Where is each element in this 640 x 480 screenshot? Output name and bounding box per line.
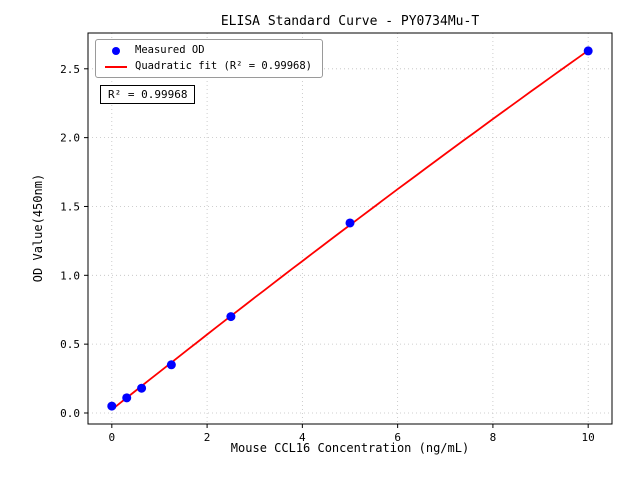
legend-item-measured-od: Measured OD — [104, 45, 312, 56]
data-point — [166, 360, 176, 370]
y-axis-label: OD Value(450nm) — [31, 173, 45, 283]
y-tick-label: 2.5 — [60, 63, 80, 76]
x-tick-label: 2 — [204, 431, 211, 444]
y-tick-label: 2.0 — [60, 132, 80, 145]
x-axis-label: Mouse CCL16 Concentration (ng/mL) — [230, 441, 470, 455]
data-point — [122, 393, 132, 403]
legend-marker-area — [104, 65, 128, 68]
y-tick-label: 1.5 — [60, 200, 80, 213]
legend-label-quadratic-fit: Quadratic fit (R² = 0.99968) — [135, 60, 313, 72]
x-tick-label: 0 — [109, 431, 116, 444]
x-tick-label: 10 — [582, 431, 595, 444]
x-tick-label: 4 — [299, 431, 306, 444]
data-point — [583, 46, 593, 56]
legend-marker-area — [104, 46, 128, 55]
data-point — [345, 218, 355, 228]
data-point — [107, 401, 117, 411]
plot-frame — [87, 32, 613, 425]
data-point — [226, 312, 236, 322]
line-marker-icon — [105, 65, 127, 68]
y-tick-label: 0.0 — [60, 407, 80, 420]
r-squared-annotation: R² = 0.99968 — [100, 85, 196, 104]
data-point — [137, 383, 147, 393]
y-tick-label: 1.0 — [60, 269, 80, 282]
legend-item-quadratic-fit: Quadratic fit (R² = 0.99968) — [104, 61, 312, 72]
chart-title: ELISA Standard Curve - PY0734Mu-T — [220, 14, 480, 29]
x-tick-label: 6 — [394, 431, 401, 444]
x-tick-label: 8 — [490, 431, 497, 444]
y-tick-label: 0.5 — [60, 338, 80, 351]
legend-label-measured-od: Measured OD — [135, 44, 205, 56]
quadratic-fit-line — [111, 49, 589, 411]
legend: Measured OD Quadratic fit (R² = 0.99968) — [95, 39, 324, 78]
scatter-marker-icon — [112, 46, 120, 55]
